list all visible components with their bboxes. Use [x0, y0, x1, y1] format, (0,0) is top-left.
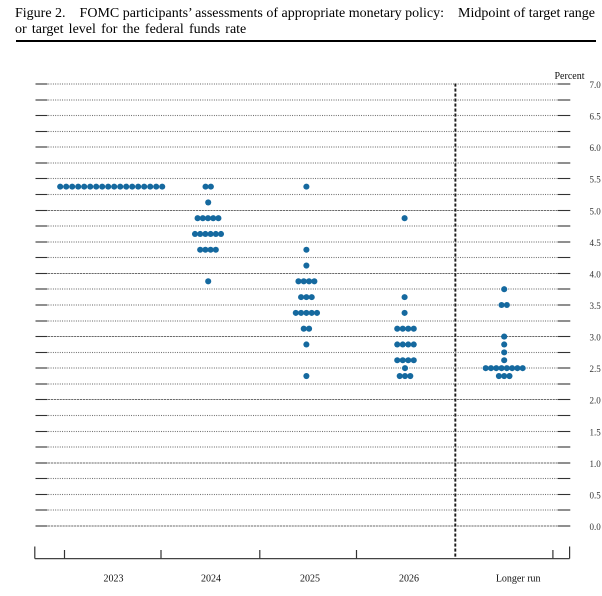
svg-text:2026: 2026	[399, 574, 419, 585]
svg-text:5.5: 5.5	[590, 175, 602, 185]
svg-text:3.5: 3.5	[590, 301, 602, 311]
svg-text:Longer run: Longer run	[496, 574, 541, 585]
svg-text:3.0: 3.0	[590, 333, 602, 343]
svg-text:2.0: 2.0	[590, 396, 602, 406]
svg-text:7.0: 7.0	[590, 80, 602, 90]
svg-text:4.0: 4.0	[590, 270, 602, 280]
svg-text:2025: 2025	[300, 574, 320, 585]
svg-text:6.0: 6.0	[590, 143, 602, 153]
svg-text:2024: 2024	[201, 574, 221, 585]
svg-text:1.0: 1.0	[590, 459, 602, 469]
svg-text:Percent: Percent	[555, 71, 585, 82]
svg-text:1.5: 1.5	[590, 428, 602, 438]
svg-text:0.5: 0.5	[590, 491, 602, 501]
svg-text:2.5: 2.5	[590, 364, 602, 374]
svg-text:6.5: 6.5	[590, 112, 602, 122]
svg-text:0.0: 0.0	[590, 522, 602, 532]
svg-text:2023: 2023	[104, 574, 124, 585]
svg-text:5.0: 5.0	[590, 207, 602, 217]
svg-text:4.5: 4.5	[590, 238, 602, 248]
